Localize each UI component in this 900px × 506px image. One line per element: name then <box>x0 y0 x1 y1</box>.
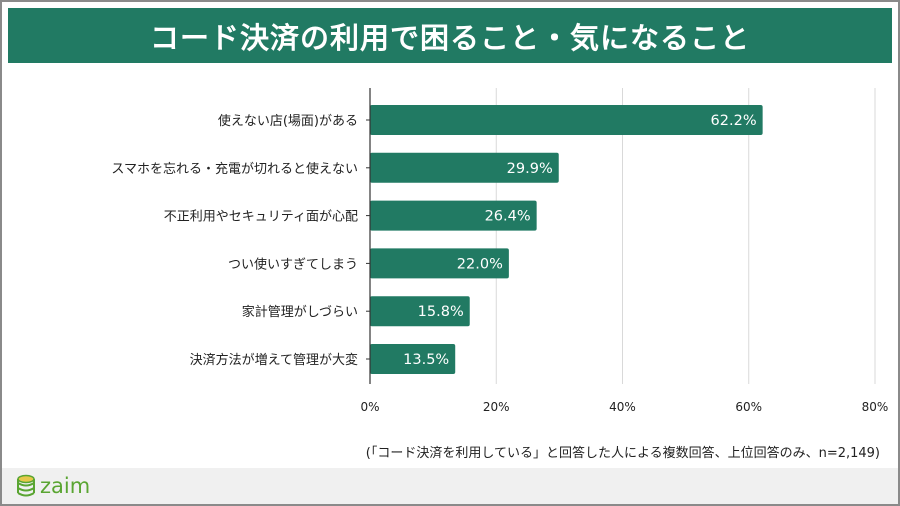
category-label: 家計管理がしづらい <box>242 304 358 320</box>
bar <box>370 296 470 327</box>
footer: zaim <box>2 468 898 504</box>
data-label: 29.9% <box>507 161 553 177</box>
x-tick-label: 80% <box>862 400 889 414</box>
category-label: つい使いすぎてしまう <box>228 256 358 272</box>
bar <box>370 152 559 183</box>
category-label: 使えない店(場面)がある <box>218 113 358 129</box>
page-title: コード決済の利用で困ること・気になること <box>8 8 892 63</box>
category-label: スマホを忘れる・充電が切れると使えない <box>111 161 358 177</box>
x-tick-label: 20% <box>483 400 510 414</box>
x-tick-label: 0% <box>360 400 379 414</box>
logo-text: zaim <box>40 474 91 498</box>
bar-chart: 0% 20% 40% 60% 80% 62.2% 使えない店(場面)がある 29.9% スマホを… <box>111 88 889 414</box>
category-label: 決済方法が増えて管理が大変 <box>190 352 358 368</box>
data-label: 26.4% <box>485 209 531 225</box>
footnote: (「コード決済を利用している」と回答した人による複数回答、上位回答のみ、n=2,… <box>365 446 880 461</box>
coin-stack-icon <box>17 474 35 497</box>
bar <box>370 105 763 135</box>
data-label: 15.8% <box>418 304 464 320</box>
data-label: 22.0% <box>457 256 503 272</box>
zaim-logo: zaim <box>16 474 90 498</box>
bar <box>370 248 509 279</box>
data-label: 13.5% <box>403 352 449 368</box>
data-label: 62.2% <box>711 113 757 129</box>
bar <box>370 344 456 374</box>
category-label: 不正利用やセキュリティ面が心配 <box>164 210 358 225</box>
x-tick-label: 60% <box>735 400 762 414</box>
bar <box>370 200 537 231</box>
x-tick-label: 40% <box>609 400 636 414</box>
